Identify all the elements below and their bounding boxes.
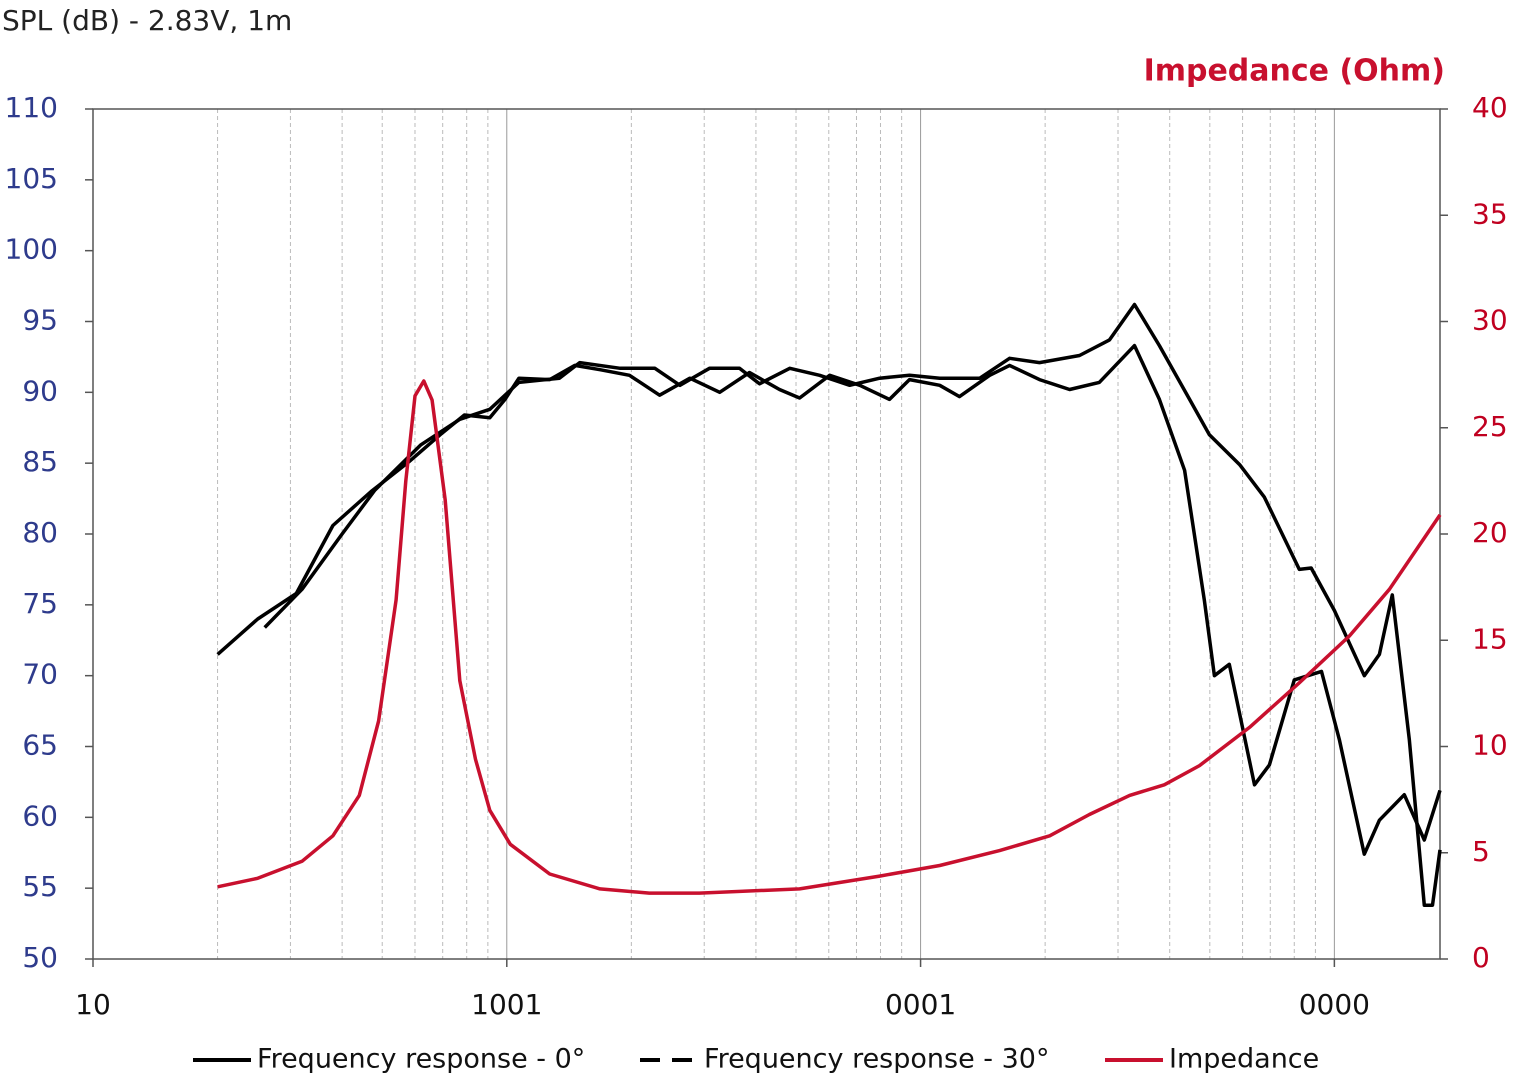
x-tick-label: 0000 xyxy=(1299,988,1370,1021)
y2-tick-label: 35 xyxy=(1472,197,1508,230)
x-tick-label: 1001 xyxy=(471,988,542,1021)
y-tick-label: 110 xyxy=(5,91,58,124)
chart-title: SPL (dB) - 2.83V, 1m xyxy=(2,4,292,37)
x-tick-label: 10 xyxy=(75,988,111,1021)
y2-tick-label: 20 xyxy=(1472,516,1508,549)
y-tick-label: 95 xyxy=(22,304,58,337)
y-tick-label: 85 xyxy=(22,445,58,478)
y2-axis-title: Impedance (Ohm) xyxy=(1144,54,1445,89)
y2-tick-label: 15 xyxy=(1472,622,1508,655)
legend-label: Frequency response - 30° xyxy=(704,1044,1049,1075)
y2-tick-label: 40 xyxy=(1472,91,1508,124)
y2-tick-label: 10 xyxy=(1472,729,1508,762)
series-line xyxy=(216,343,1442,856)
y2-tick-label: 5 xyxy=(1472,835,1490,868)
y2-tick-label: 30 xyxy=(1472,304,1508,337)
y-tick-label: 55 xyxy=(22,870,58,903)
y-tick-label: 60 xyxy=(22,799,58,832)
y-tick-label: 100 xyxy=(5,233,58,266)
legend-label: Frequency response - 0° xyxy=(257,1044,585,1075)
y-tick-label: 50 xyxy=(22,941,58,974)
y-tick-label: 70 xyxy=(22,658,58,691)
y-tick-label: 75 xyxy=(22,587,58,620)
y2-tick-label: 25 xyxy=(1472,410,1508,443)
y-tick-label: 65 xyxy=(22,729,58,762)
series-line xyxy=(263,302,1442,907)
x-tick-label: 0001 xyxy=(885,988,956,1021)
y-tick-label: 80 xyxy=(22,516,58,549)
y-tick-label: 90 xyxy=(22,374,58,407)
y2-tick-label: 0 xyxy=(1472,941,1490,974)
y-tick-label: 105 xyxy=(5,162,58,195)
series-line xyxy=(217,379,1442,895)
legend-label: Impedance xyxy=(1169,1044,1319,1075)
plot-frame xyxy=(92,108,1441,960)
